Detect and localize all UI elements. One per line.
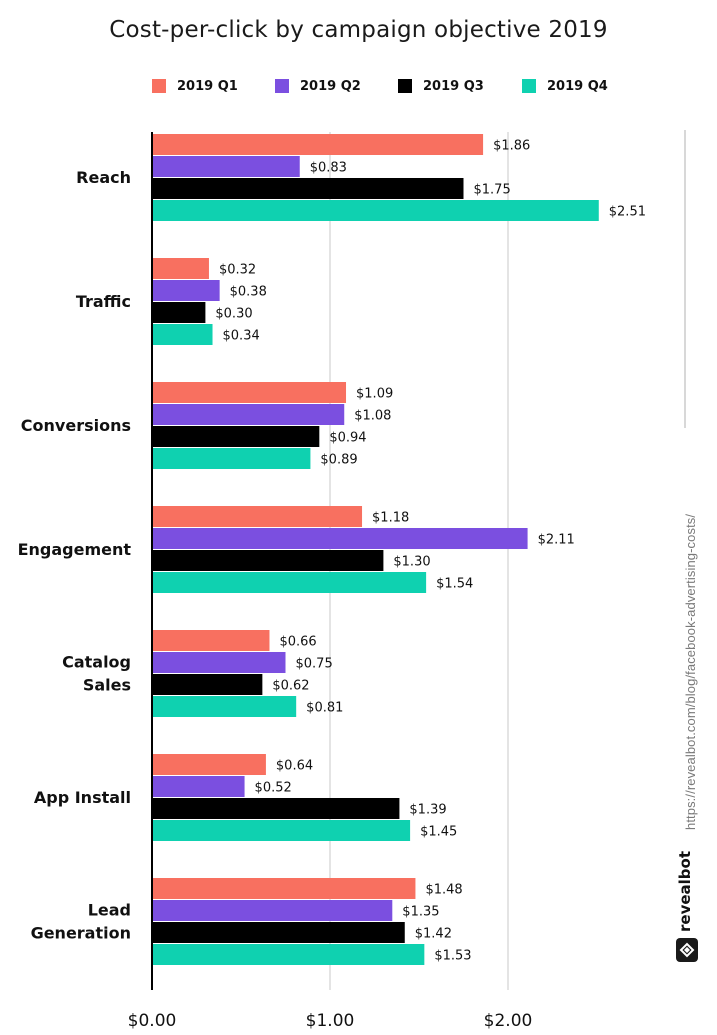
bar — [152, 696, 297, 717]
bar — [152, 630, 270, 651]
bar — [152, 944, 425, 965]
data-label: $2.11 — [538, 533, 575, 548]
category-label: Lead — [88, 901, 131, 920]
legend-item-q3: 2019 Q3 — [398, 77, 484, 95]
data-label: $1.30 — [393, 555, 430, 570]
legend-swatch-q1 — [152, 79, 166, 93]
bar — [152, 302, 206, 323]
bar — [152, 878, 416, 899]
legend-label-q3: 2019 Q3 — [423, 78, 484, 94]
data-label: $0.62 — [272, 679, 309, 694]
data-label: $0.34 — [223, 329, 260, 344]
bar — [152, 134, 484, 155]
data-label: $1.08 — [354, 409, 391, 424]
bar — [152, 280, 220, 301]
bar — [152, 798, 400, 819]
data-label: $2.51 — [609, 205, 646, 220]
legend-swatch-q4 — [522, 79, 536, 93]
data-label: $0.64 — [276, 759, 313, 774]
data-label: $0.89 — [320, 453, 357, 468]
bar — [152, 448, 311, 469]
bar — [152, 156, 300, 177]
data-label: $1.75 — [474, 183, 511, 198]
category-label: Engagement — [18, 540, 132, 559]
bar — [152, 324, 213, 345]
data-label: $1.53 — [434, 949, 471, 964]
bar — [152, 572, 427, 593]
chart-title: Cost-per-click by campaign objective 201… — [109, 17, 608, 43]
legend: 2019 Q1 2019 Q2 2019 Q3 2019 Q4 — [0, 77, 717, 95]
data-label: $1.09 — [356, 387, 393, 402]
data-label: $0.38 — [230, 285, 267, 300]
data-label: $1.48 — [425, 883, 462, 898]
data-label: $0.52 — [255, 781, 292, 796]
data-label: $0.32 — [219, 263, 256, 278]
bar — [152, 404, 345, 425]
bar — [152, 200, 599, 221]
bar — [152, 426, 320, 447]
brand-name: revealbot — [676, 851, 694, 932]
category-label: Catalog — [62, 653, 131, 672]
data-label: $0.94 — [329, 431, 366, 446]
data-label: $1.54 — [436, 577, 473, 592]
legend-item-q2: 2019 Q2 — [275, 77, 361, 95]
source-url: https://revealbot.com/blog/facebook-adve… — [683, 513, 698, 830]
x-tick-label: $0.00 — [128, 1011, 177, 1031]
category-label: Generation — [31, 924, 131, 943]
data-label: $1.18 — [372, 511, 409, 526]
bar — [152, 754, 266, 775]
x-tick-label: $1.00 — [306, 1011, 355, 1031]
bar — [152, 820, 411, 841]
bar — [152, 382, 347, 403]
legend-swatch-q3 — [398, 79, 412, 93]
side-divider — [684, 130, 686, 428]
data-label: $0.75 — [296, 657, 333, 672]
data-label: $1.35 — [402, 905, 439, 920]
bar — [152, 900, 393, 921]
data-label: $0.83 — [310, 161, 347, 176]
legend-item-q1: 2019 Q1 — [152, 77, 238, 95]
category-label: Sales — [83, 676, 131, 695]
legend-label-q1: 2019 Q1 — [177, 78, 238, 94]
bar — [152, 776, 245, 797]
legend-item-q4: 2019 Q4 — [522, 77, 608, 95]
bar — [152, 178, 464, 199]
bar — [152, 528, 528, 549]
bar — [152, 674, 263, 695]
data-label: $1.42 — [415, 927, 452, 942]
legend-label-q2: 2019 Q2 — [300, 78, 361, 94]
bar — [152, 550, 384, 571]
category-label: Conversions — [21, 416, 131, 435]
data-label: $0.30 — [215, 307, 252, 322]
legend-swatch-q2 — [275, 79, 289, 93]
bar — [152, 922, 405, 943]
legend-label-q4: 2019 Q4 — [547, 78, 608, 94]
bar — [152, 652, 286, 673]
category-label: App Install — [34, 788, 131, 807]
bar — [152, 506, 363, 527]
bar — [152, 258, 209, 279]
category-label: Reach — [76, 168, 131, 187]
brand-logo-icon — [676, 938, 698, 962]
x-tick-label: $2.00 — [484, 1011, 533, 1031]
category-label: Traffic — [76, 292, 131, 311]
data-label: $0.66 — [279, 635, 316, 650]
data-label: $1.39 — [409, 803, 446, 818]
data-label: $1.86 — [493, 139, 530, 154]
data-label: $1.45 — [420, 825, 457, 840]
data-label: $0.81 — [306, 701, 343, 716]
